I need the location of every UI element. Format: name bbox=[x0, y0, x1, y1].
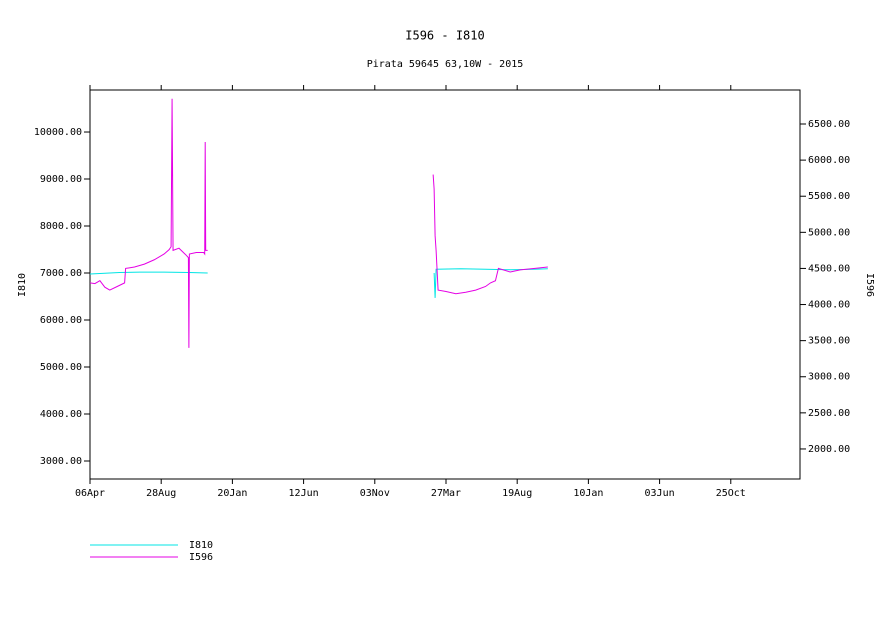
y2-tick-label: 4000.00 bbox=[808, 300, 850, 311]
x-tick-label: 27Mar bbox=[431, 488, 461, 499]
y2-axis-label: I596 bbox=[864, 273, 875, 297]
chart-title: I596 - I810 bbox=[405, 29, 484, 43]
x-tick-label: 06Apr bbox=[75, 488, 105, 499]
y2-tick-label: 5000.00 bbox=[808, 227, 850, 238]
series-line bbox=[89, 98, 548, 348]
y-tick-label: 6000.00 bbox=[40, 315, 82, 326]
y-tick-label: 5000.00 bbox=[40, 362, 82, 373]
y-tick-label: 9000.00 bbox=[40, 174, 82, 185]
y2-tick-label: 6500.00 bbox=[808, 119, 850, 130]
y2-tick-label: 3500.00 bbox=[808, 336, 850, 347]
chart-subtitle: Pirata 59645 63,10W - 2015 bbox=[367, 59, 524, 70]
x-tick-label: 03Jun bbox=[645, 488, 675, 499]
y-tick-label: 4000.00 bbox=[40, 409, 82, 420]
x-tick-label: 20Jan bbox=[217, 488, 247, 499]
y-tick-label: 10000.00 bbox=[34, 127, 82, 138]
y2-tick-label: 3000.00 bbox=[808, 372, 850, 383]
y-axis-label: I810 bbox=[17, 273, 28, 297]
y2-tick-label: 5500.00 bbox=[808, 191, 850, 202]
x-tick-label: 28Aug bbox=[146, 488, 176, 499]
legend-label: I810 bbox=[189, 540, 213, 551]
y2-tick-label: 6000.00 bbox=[808, 155, 850, 166]
y-tick-label: 8000.00 bbox=[40, 221, 82, 232]
x-tick-label: 03Nov bbox=[360, 488, 390, 499]
x-tick-label: 10Jan bbox=[573, 488, 603, 499]
x-tick-label: 12Jun bbox=[289, 488, 319, 499]
y-tick-label: 7000.00 bbox=[40, 268, 82, 279]
legend-label: I596 bbox=[189, 552, 213, 563]
y2-tick-label: 4500.00 bbox=[808, 263, 850, 274]
series-line bbox=[89, 268, 548, 298]
x-tick-label: 19Aug bbox=[502, 488, 532, 499]
plot-frame bbox=[89, 89, 801, 480]
y-tick-label: 3000.00 bbox=[40, 456, 82, 467]
y2-tick-label: 2000.00 bbox=[808, 444, 850, 455]
y2-tick-label: 2500.00 bbox=[808, 408, 850, 419]
x-tick-label: 25Oct bbox=[716, 488, 746, 499]
